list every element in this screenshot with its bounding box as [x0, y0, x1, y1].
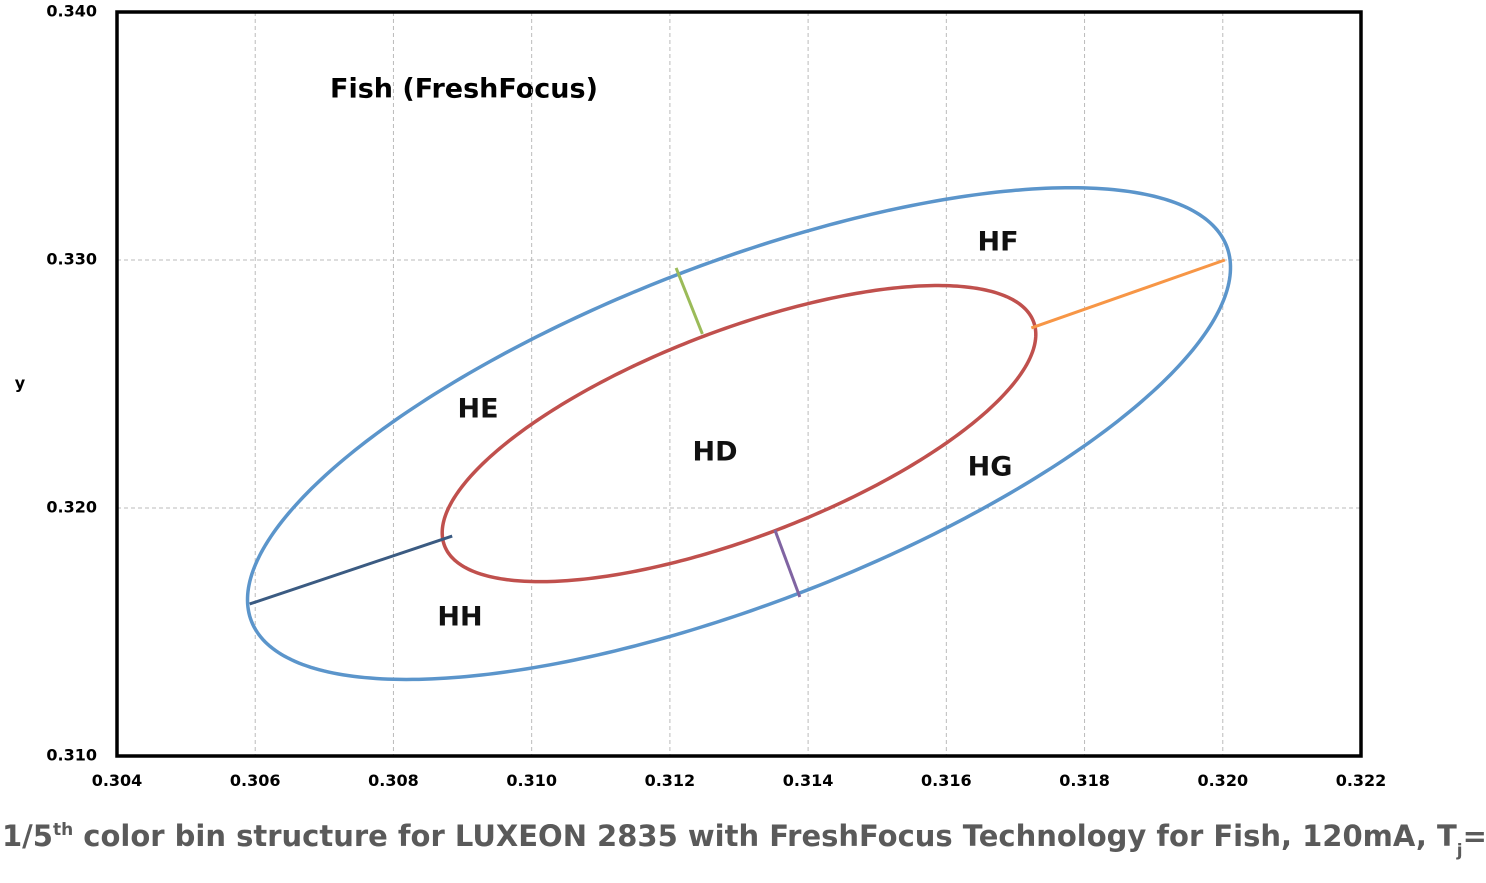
- bin-ellipse: [440, 283, 1038, 584]
- bin-label: HD: [692, 437, 737, 468]
- bin-divider: [773, 529, 802, 598]
- plot-frame: [115, 10, 1363, 758]
- bin-ellipse: [245, 185, 1233, 682]
- chart-title: Fish (FreshFocus): [330, 74, 598, 105]
- y-tick-label: 0.340: [46, 2, 97, 21]
- x-tick-label: 0.318: [1059, 771, 1110, 790]
- bin-divider: [249, 534, 453, 606]
- bin-divider: [674, 267, 704, 335]
- x-tick-label: 0.306: [230, 771, 281, 790]
- y-tick-label: 0.320: [46, 498, 97, 517]
- caption-part: color bin structure for LUXEON 2835 with…: [73, 819, 1457, 853]
- bin-divider: [1030, 258, 1226, 330]
- x-tick-label: 0.320: [1197, 771, 1248, 790]
- x-tick-label: 0.304: [92, 771, 143, 790]
- bin-label: HE: [457, 394, 498, 425]
- y-tick-label: 0.310: [46, 746, 97, 765]
- caption-part: th: [53, 820, 73, 840]
- x-tick-label: 0.316: [921, 771, 972, 790]
- x-tick-label: 0.322: [1336, 771, 1387, 790]
- x-tick-label: 0.308: [368, 771, 419, 790]
- caption: 1/5th color bin structure for LUXEON 283…: [2, 819, 1486, 861]
- bin-label: HH: [437, 602, 482, 633]
- bin-label: HF: [977, 227, 1018, 258]
- bin-label: HG: [968, 452, 1013, 483]
- x-tick-label: 0.310: [506, 771, 557, 790]
- y-tick-label: 0.330: [46, 250, 97, 269]
- caption-part: =25°C.: [1463, 819, 1486, 853]
- x-tick-label: 0.314: [783, 771, 834, 790]
- caption-part: 1/5: [2, 819, 53, 853]
- caption-part: j: [1456, 841, 1463, 861]
- x-tick-label: 0.312: [645, 771, 696, 790]
- y-axis-label: y: [15, 374, 26, 393]
